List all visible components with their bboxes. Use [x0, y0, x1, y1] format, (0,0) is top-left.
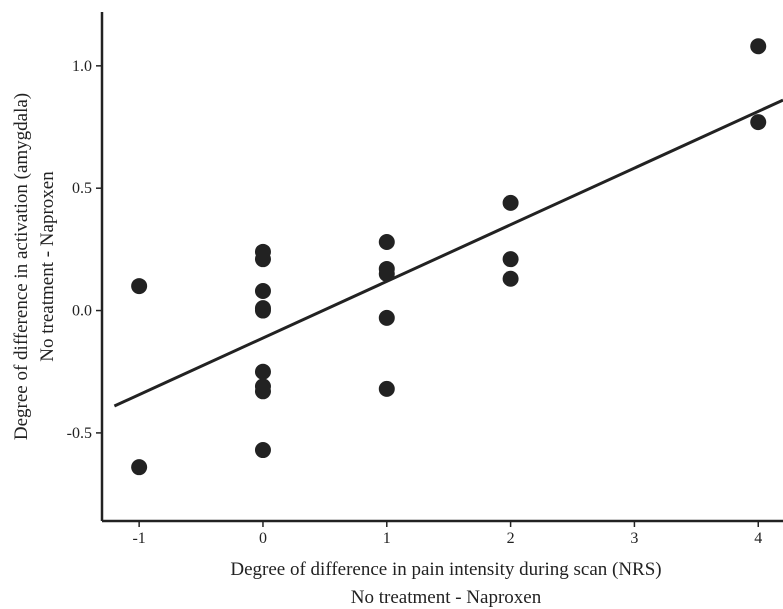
data-point	[750, 38, 767, 55]
data-point	[502, 270, 519, 287]
data-point	[254, 302, 271, 319]
data-point	[254, 383, 271, 400]
x-ticks: -1 0 1 2 3 4	[132, 521, 762, 547]
data-point	[378, 234, 395, 251]
data-point	[131, 278, 148, 295]
x-tick-label: 4	[754, 530, 762, 547]
x-tick-label: 1	[383, 530, 391, 547]
data-point	[750, 114, 767, 131]
data-point	[378, 265, 395, 282]
data-point	[254, 251, 271, 268]
data-point	[254, 282, 271, 299]
y-ticks: -0.5 0.0 0.5 1.0	[67, 58, 102, 442]
y-axis-subtitle: No treatment - Naproxen	[37, 171, 58, 362]
y-tick-label: 1.0	[72, 58, 92, 75]
y-tick-label: 0.0	[72, 303, 92, 320]
data-point	[502, 194, 519, 211]
y-tick-label: 0.5	[72, 180, 92, 197]
x-axis-title: Degree of difference in pain intensity d…	[230, 559, 661, 580]
x-tick-label: 0	[259, 530, 267, 547]
x-axis-subtitle: No treatment - Naproxen	[351, 587, 542, 608]
data-point	[254, 442, 271, 459]
y-tick-label: -0.5	[67, 425, 92, 442]
data-points	[131, 38, 767, 476]
x-tick-label: 2	[507, 530, 515, 547]
data-point	[378, 309, 395, 326]
x-tick-label: -1	[132, 530, 145, 547]
x-tick-label: 3	[630, 530, 638, 547]
data-point	[502, 251, 519, 268]
regression-line	[113, 98, 783, 408]
data-point	[378, 380, 395, 397]
data-point	[254, 363, 271, 380]
y-axis-title: Degree of difference in activation (amyg…	[11, 93, 32, 440]
axes	[100, 12, 783, 523]
data-point	[131, 459, 148, 476]
